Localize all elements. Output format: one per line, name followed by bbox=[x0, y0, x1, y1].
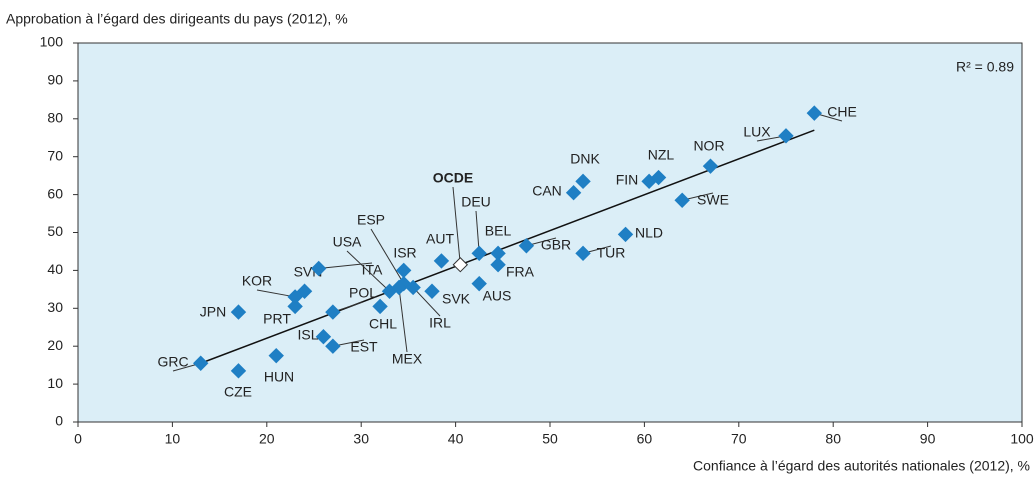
x-tick-label: 10 bbox=[165, 431, 181, 447]
point bbox=[391, 279, 407, 296]
x-tick-label: 100 bbox=[1010, 431, 1034, 447]
point bbox=[325, 338, 341, 354]
point bbox=[433, 253, 450, 269]
point bbox=[778, 128, 794, 144]
point-label: USA bbox=[333, 234, 362, 250]
point-label: TUR bbox=[597, 245, 626, 261]
leader-line bbox=[412, 287, 441, 317]
point-label: ISL bbox=[297, 327, 318, 343]
x-tick-label: 50 bbox=[542, 431, 558, 447]
point bbox=[452, 257, 469, 273]
y-tick-label: 50 bbox=[47, 223, 63, 239]
leader-line bbox=[452, 186, 461, 265]
point bbox=[395, 262, 412, 279]
plot-area bbox=[77, 42, 1023, 423]
point-label: FIN bbox=[616, 172, 639, 188]
point bbox=[193, 355, 209, 371]
point bbox=[268, 347, 284, 364]
point-label: IRL bbox=[429, 315, 451, 331]
point bbox=[471, 275, 487, 292]
leader-line bbox=[398, 287, 408, 353]
point-label: CHL bbox=[369, 316, 397, 332]
y-tick-label: 80 bbox=[47, 110, 63, 126]
point bbox=[311, 260, 327, 277]
y-tick-label: 90 bbox=[47, 72, 63, 88]
y-tick-label: 0 bbox=[55, 413, 63, 429]
y-tick-label: 10 bbox=[47, 375, 63, 391]
y-tick-label: 30 bbox=[47, 299, 63, 315]
point bbox=[424, 283, 440, 299]
point-label: HUN bbox=[264, 369, 294, 385]
point-label: CAN bbox=[532, 183, 562, 199]
y-tick-label: 100 bbox=[40, 34, 64, 50]
point-label: NOR bbox=[693, 138, 724, 154]
point-label: BEL bbox=[485, 223, 512, 239]
point-label: KOR bbox=[242, 273, 272, 289]
point bbox=[702, 158, 719, 174]
point-label: GRC bbox=[157, 354, 188, 370]
leader-line bbox=[370, 228, 405, 284]
point-label: NZL bbox=[648, 147, 675, 163]
point-label: CHE bbox=[827, 104, 857, 120]
point bbox=[315, 329, 332, 345]
point bbox=[490, 257, 506, 273]
y-tick-label: 40 bbox=[47, 261, 63, 277]
point-label: ESP bbox=[357, 212, 385, 228]
point bbox=[575, 245, 591, 262]
x-tick-label: 70 bbox=[731, 431, 747, 447]
leader-line bbox=[318, 262, 373, 270]
x-axis-title: Confiance à l’égard des autorités nation… bbox=[693, 458, 1030, 474]
leader-line bbox=[346, 250, 390, 292]
point-label: GBR bbox=[541, 237, 571, 253]
point-label: POL bbox=[349, 285, 377, 301]
point-label: AUS bbox=[483, 288, 512, 304]
y-tick-label: 70 bbox=[47, 147, 63, 163]
point-label: DEU bbox=[461, 194, 491, 210]
point-label: MEX bbox=[392, 351, 423, 367]
point-label: SWE bbox=[697, 192, 729, 208]
point bbox=[287, 298, 303, 315]
x-tick-label: 60 bbox=[637, 431, 653, 447]
point bbox=[650, 169, 667, 186]
point-label: NLD bbox=[635, 225, 663, 241]
point bbox=[518, 238, 535, 254]
point-label: OCDE bbox=[433, 170, 473, 186]
point-label: CZE bbox=[224, 384, 252, 400]
point bbox=[325, 304, 341, 320]
point-label: JPN bbox=[200, 304, 226, 320]
point-label: ISR bbox=[393, 245, 416, 261]
point bbox=[372, 298, 388, 315]
x-tick-label: 0 bbox=[74, 431, 82, 447]
point bbox=[405, 279, 421, 296]
point bbox=[296, 283, 313, 299]
y-tick-label: 60 bbox=[47, 185, 63, 201]
point bbox=[674, 192, 690, 208]
point-label: EST bbox=[350, 339, 378, 355]
point bbox=[617, 226, 634, 243]
x-tick-label: 20 bbox=[259, 431, 275, 447]
point-label: SVK bbox=[442, 291, 471, 307]
point bbox=[287, 289, 303, 305]
x-tick-label: 30 bbox=[353, 431, 369, 447]
point bbox=[471, 245, 487, 262]
y-axis-title: Approbation à l’égard des dirigeants du … bbox=[6, 11, 348, 27]
point bbox=[565, 184, 582, 201]
point bbox=[230, 304, 247, 320]
point bbox=[575, 173, 591, 190]
x-tick-label: 80 bbox=[825, 431, 841, 447]
point-label: PRT bbox=[263, 311, 291, 327]
point bbox=[806, 105, 823, 121]
r2-annotation: R² = 0.89 bbox=[956, 59, 1014, 75]
point-label: AUT bbox=[426, 231, 454, 247]
point bbox=[230, 363, 247, 379]
point-label: FRA bbox=[506, 264, 535, 280]
point-label: ITA bbox=[362, 262, 383, 278]
point-label: LUX bbox=[743, 124, 771, 140]
y-tick-label: 20 bbox=[47, 337, 63, 353]
x-tick-label: 40 bbox=[448, 431, 464, 447]
x-tick-label: 90 bbox=[920, 431, 936, 447]
point-label: DNK bbox=[570, 151, 600, 167]
